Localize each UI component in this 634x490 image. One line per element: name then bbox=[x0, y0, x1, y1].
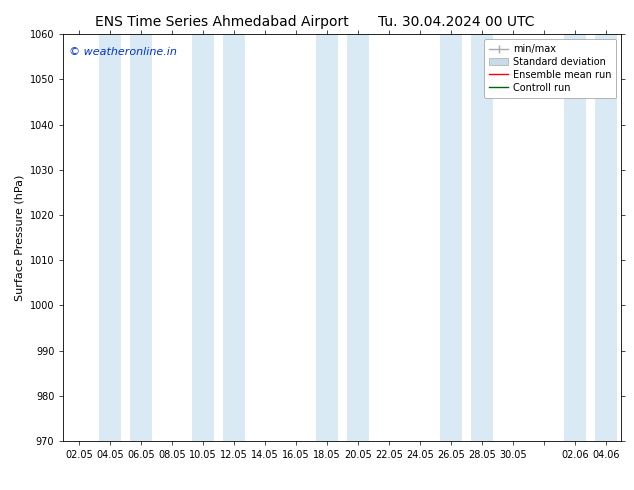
Legend: min/max, Standard deviation, Ensemble mean run, Controll run: min/max, Standard deviation, Ensemble me… bbox=[484, 39, 616, 98]
Text: © weatheronline.in: © weatheronline.in bbox=[69, 47, 177, 56]
Bar bbox=[471, 34, 493, 441]
Text: ENS Time Series Ahmedabad Airport: ENS Time Series Ahmedabad Airport bbox=[95, 15, 349, 29]
Bar bbox=[99, 34, 120, 441]
Bar bbox=[316, 34, 338, 441]
Bar bbox=[130, 34, 152, 441]
Bar bbox=[223, 34, 245, 441]
Y-axis label: Surface Pressure (hPa): Surface Pressure (hPa) bbox=[14, 174, 24, 301]
Bar bbox=[440, 34, 462, 441]
Bar bbox=[192, 34, 214, 441]
Bar bbox=[595, 34, 617, 441]
Bar bbox=[347, 34, 369, 441]
Bar bbox=[564, 34, 586, 441]
Text: Tu. 30.04.2024 00 UTC: Tu. 30.04.2024 00 UTC bbox=[378, 15, 534, 29]
